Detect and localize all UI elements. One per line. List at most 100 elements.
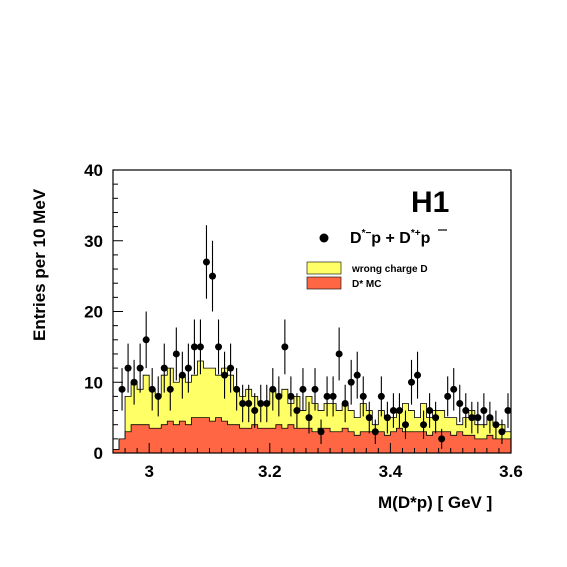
- legend-data-label: D*−p + D*+p: [350, 228, 431, 247]
- data-point: [275, 376, 283, 417]
- x-tick-label: 3.2: [258, 462, 282, 481]
- data-marker: [293, 407, 301, 415]
- data-marker: [323, 392, 331, 400]
- data-point: [251, 393, 259, 428]
- data-marker: [359, 392, 367, 400]
- data-point: [492, 410, 500, 439]
- data-point: [281, 319, 289, 375]
- data-point: [456, 384, 464, 423]
- data-point: [190, 319, 198, 375]
- data-point: [136, 343, 144, 393]
- data-marker: [383, 414, 391, 422]
- data-marker: [347, 378, 355, 386]
- data-marker: [269, 385, 277, 393]
- data-point: [353, 351, 361, 399]
- data-marker: [486, 414, 494, 422]
- data-marker: [287, 392, 295, 400]
- legend-wrong-charge-label: wrong charge D: [351, 264, 428, 275]
- x-tick-label: 3.6: [499, 462, 523, 481]
- y-tick-label: 30: [84, 232, 103, 251]
- data-point: [486, 401, 494, 434]
- data-marker: [124, 364, 132, 372]
- data-marker: [450, 385, 458, 393]
- data-point: [196, 319, 204, 375]
- data-point: [245, 384, 253, 423]
- data-marker: [148, 385, 156, 393]
- data-marker: [263, 399, 271, 407]
- experiment-label: H1: [411, 186, 449, 219]
- data-marker: [275, 392, 283, 400]
- y-tick-label: 40: [84, 161, 103, 180]
- data-point: [323, 376, 331, 417]
- stacked-histograms: [112, 360, 512, 454]
- data-marker: [432, 414, 440, 422]
- data-point: [299, 368, 307, 411]
- data-marker: [317, 428, 325, 436]
- data-marker: [498, 428, 506, 436]
- data-marker: [311, 385, 319, 393]
- data-point: [395, 393, 403, 428]
- legend-data-marker: [319, 233, 329, 243]
- data-point: [474, 401, 482, 434]
- data-point: [209, 240, 216, 312]
- data-point: [389, 393, 397, 428]
- data-point: [365, 401, 373, 434]
- data-point: [498, 419, 506, 445]
- data-marker: [178, 371, 186, 379]
- legend-mc-label: D* MC: [352, 279, 381, 290]
- data-marker: [389, 407, 397, 415]
- data-marker: [426, 407, 434, 415]
- data-marker: [166, 385, 174, 393]
- y-tick-label: 0: [94, 444, 103, 463]
- x-tick-label: 3: [144, 462, 153, 481]
- data-marker: [444, 392, 452, 400]
- data-point: [227, 343, 235, 393]
- y-tick-label: 10: [84, 373, 103, 392]
- data-marker: [353, 371, 361, 379]
- data-marker: [257, 399, 265, 407]
- data-point: [383, 401, 391, 434]
- data-point: [263, 384, 271, 423]
- data-point: [239, 384, 247, 423]
- data-marker: [221, 371, 229, 379]
- data-marker: [474, 414, 482, 422]
- data-marker: [408, 378, 415, 386]
- data-marker: [504, 407, 512, 415]
- data-point: [317, 419, 325, 445]
- data-point: [160, 343, 168, 393]
- data-point: [426, 393, 434, 428]
- data-point: [130, 359, 138, 405]
- data-point: [335, 327, 343, 381]
- data-point: [142, 311, 150, 369]
- data-marker: [130, 378, 138, 386]
- data-marker: [172, 350, 180, 358]
- x-tick-label: 3.4: [379, 462, 403, 481]
- data-point: [468, 401, 476, 434]
- data-marker: [438, 435, 446, 443]
- data-marker: [190, 343, 198, 351]
- y-axis-title: Entries per 10 MeV: [30, 188, 49, 341]
- data-marker: [365, 414, 373, 422]
- data-point: [480, 393, 488, 428]
- data-point: [118, 368, 126, 411]
- data-point: [504, 393, 512, 428]
- y-tick-label: 20: [84, 303, 103, 322]
- data-point: [287, 376, 295, 417]
- data-marker: [401, 421, 409, 429]
- data-marker: [341, 399, 349, 407]
- data-point: [420, 410, 428, 439]
- data-point: [359, 376, 367, 417]
- data-point: [377, 376, 385, 417]
- data-marker: [420, 421, 428, 429]
- data-marker: [377, 392, 385, 400]
- data-points: [118, 225, 512, 449]
- data-point: [305, 401, 313, 434]
- data-point: [462, 393, 470, 428]
- data-marker: [118, 385, 126, 393]
- data-point: [178, 351, 186, 399]
- data-point: [215, 319, 223, 375]
- x-axis-title: M(D*p) [ GeV ]: [378, 493, 492, 512]
- data-point: [371, 419, 379, 445]
- data-point: [401, 410, 409, 439]
